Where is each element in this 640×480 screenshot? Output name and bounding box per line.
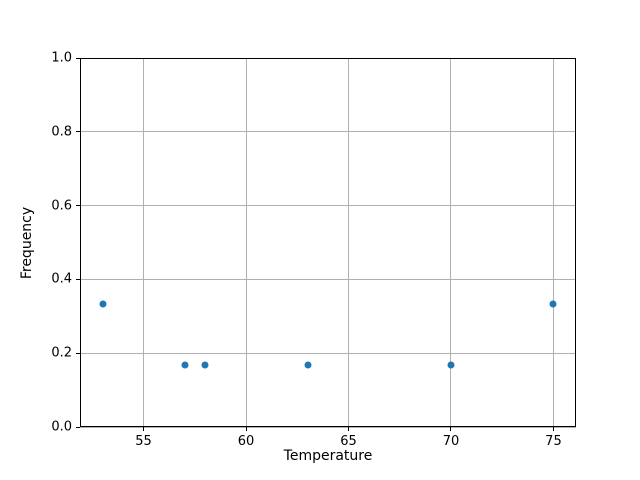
x-gridline [245,58,247,427]
y-tick-label: 0.2 [51,345,72,361]
x-tick-mark [143,427,145,431]
y-axis-label: Frequency [19,206,35,279]
x-tick-mark [347,427,349,431]
x-axis-label: Temperature [283,448,373,464]
y-tick-label: 0.8 [51,124,72,140]
y-gridline [80,205,576,207]
data-point [99,300,107,308]
x-tick-label: 70 [442,434,460,449]
x-gridline [450,58,452,427]
plot-area [80,58,576,427]
data-point [201,361,209,369]
x-gridline [347,58,349,427]
x-tick-label: 65 [340,434,357,449]
y-tick-label: 0.6 [51,198,72,214]
data-point [549,300,557,308]
y-gridline [80,131,576,133]
data-point [181,361,189,369]
y-gridline [80,352,576,354]
y-tick-label: 0.4 [51,271,72,287]
data-point [447,361,455,369]
y-tick-mark [76,205,80,207]
y-gridline [80,278,576,280]
y-tick-mark [76,278,80,280]
y-tick-mark [76,352,80,354]
y-tick-label: 1.0 [51,50,72,66]
x-tick-label: 60 [237,434,255,449]
y-gridline [80,426,576,428]
x-gridline [143,58,145,427]
x-gridline [552,58,554,427]
x-tick-mark [245,427,247,431]
x-tick-mark [552,427,554,431]
x-tick-label: 55 [135,434,152,449]
y-tick-label: 0.0 [51,419,72,435]
data-point [304,361,311,369]
y-tick-mark [76,426,80,428]
x-tick-mark [450,427,452,431]
y-tick-mark [76,131,80,133]
x-tick-label: 75 [545,434,562,449]
y-tick-mark [76,57,80,59]
